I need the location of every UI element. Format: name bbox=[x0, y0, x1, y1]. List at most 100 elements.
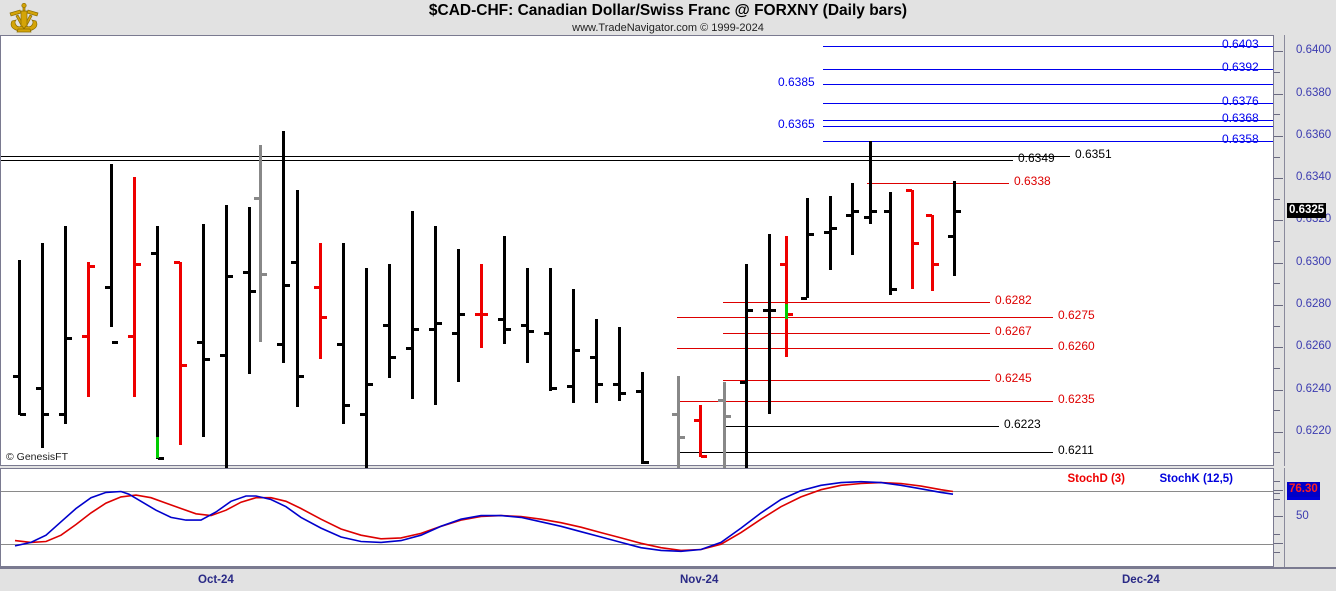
study-level-line[interactable] bbox=[677, 401, 1053, 403]
stoch-d-line bbox=[14, 481, 954, 552]
ohlc-open-tick bbox=[864, 216, 870, 220]
ohlc-close-tick bbox=[367, 383, 373, 387]
price-axis-minor-tick bbox=[1274, 198, 1280, 200]
study-level-line[interactable] bbox=[677, 316, 1053, 318]
study-level-line[interactable] bbox=[823, 103, 1273, 105]
stoch-axis-tick bbox=[1274, 552, 1280, 554]
ohlc-open-tick bbox=[59, 412, 65, 416]
stoch-axis-tick bbox=[1274, 492, 1280, 494]
study-level-line[interactable] bbox=[867, 183, 1009, 185]
ohlc-bar bbox=[296, 189, 299, 408]
stoch-value-badge: 76.30 bbox=[1287, 482, 1320, 500]
study-level-line[interactable] bbox=[1, 156, 1070, 157]
study-level-line[interactable] bbox=[823, 126, 1273, 128]
study-level-label: 0.6365 bbox=[778, 117, 815, 132]
study-level-line[interactable] bbox=[823, 46, 1273, 48]
study-level-line[interactable] bbox=[677, 348, 1053, 350]
price-axis-tick bbox=[1274, 51, 1283, 53]
ohlc-close-tick bbox=[701, 455, 707, 458]
stochastic-pane[interactable]: StochD (3) StochK (12,5) bbox=[0, 468, 1274, 567]
price-axis-minor-tick bbox=[1274, 367, 1280, 369]
price-axis-minor-tick bbox=[1274, 114, 1280, 116]
ohlc-bar bbox=[365, 267, 368, 480]
study-level-line[interactable] bbox=[823, 69, 1273, 71]
ohlc-close-tick bbox=[344, 404, 350, 408]
price-axis-tick bbox=[1274, 93, 1283, 95]
price-axis-label: 0.6400 bbox=[1296, 44, 1332, 57]
ohlc-open-tick bbox=[82, 334, 88, 338]
study-level-line[interactable] bbox=[823, 84, 1273, 86]
study-level-line[interactable] bbox=[723, 333, 990, 335]
stoch-axis-tick bbox=[1274, 489, 1283, 491]
study-level-line[interactable] bbox=[723, 379, 990, 381]
study-level-line[interactable] bbox=[823, 120, 1273, 122]
study-level-label: 0.6351 bbox=[1075, 147, 1112, 161]
price-axis-minor-tick bbox=[1274, 72, 1280, 74]
ohlc-bar bbox=[248, 206, 251, 374]
ohlc-open-tick bbox=[906, 188, 912, 192]
ohlc-bar bbox=[457, 248, 460, 383]
price-chart-pane[interactable]: © GenesisFT bbox=[0, 35, 1274, 480]
ohlc-open-tick bbox=[174, 260, 180, 264]
ohlc-close-tick bbox=[284, 283, 290, 287]
ohlc-close-tick bbox=[831, 226, 837, 230]
price-axis-tick bbox=[1274, 178, 1283, 180]
ohlc-bar bbox=[526, 267, 529, 364]
stochastic-axis[interactable]: 76.30 50 bbox=[1274, 468, 1336, 567]
ohlc-close-tick bbox=[459, 313, 465, 317]
ohlc-close-tick bbox=[20, 412, 26, 416]
price-axis[interactable]: 0.6400 0.6380 0.6360 0.6340 0.6320 0.6300 0.62… bbox=[1274, 35, 1336, 466]
ohlc-open-tick bbox=[763, 309, 769, 313]
stoch-gridline bbox=[1, 490, 1273, 492]
ohlc-bar bbox=[434, 225, 437, 406]
study-level-label: 0.6275 bbox=[1058, 307, 1095, 322]
ohlc-open-tick bbox=[277, 343, 283, 347]
ohlc-open-tick bbox=[884, 209, 890, 213]
ohlc-open-tick bbox=[636, 389, 642, 393]
study-level-label: 0.6282 bbox=[995, 292, 1032, 307]
study-level-line[interactable] bbox=[823, 141, 1273, 143]
ohlc-bar bbox=[549, 267, 552, 391]
ohlc-open-tick bbox=[672, 412, 678, 416]
price-axis-tick bbox=[1274, 135, 1283, 137]
study-level-line[interactable] bbox=[723, 301, 990, 303]
ohlc-bar bbox=[110, 164, 113, 328]
date-axis[interactable]: Oct-24 Nov-24 Dec-24 bbox=[0, 567, 1336, 591]
ohlc-bar bbox=[595, 318, 598, 404]
stoch-mid-label: 50 bbox=[1296, 510, 1309, 522]
date-axis-label: Nov-24 bbox=[680, 574, 719, 586]
study-level-line[interactable] bbox=[723, 426, 999, 428]
ohlc-close-tick bbox=[112, 340, 118, 344]
price-axis-tick bbox=[1274, 347, 1283, 349]
legend-stoch-k: StochK (12,5) bbox=[1159, 473, 1234, 485]
study-level-line[interactable] bbox=[1, 160, 1013, 162]
ohlc-open-tick bbox=[926, 214, 932, 218]
study-level-line[interactable] bbox=[677, 451, 1053, 453]
chart-subtitle: www.TradeNavigator.com © 1999-2024 bbox=[572, 22, 764, 34]
ohlc-bar bbox=[388, 263, 391, 378]
ohlc-open-tick bbox=[13, 374, 19, 378]
date-axis-label: Oct-24 bbox=[198, 574, 234, 586]
stoch-axis-tick bbox=[1274, 516, 1283, 518]
ohlc-bar bbox=[18, 259, 21, 415]
price-axis-minor-tick bbox=[1274, 283, 1280, 285]
ohlc-close-tick bbox=[482, 313, 488, 317]
ohlc-bar bbox=[202, 223, 205, 437]
ohlc-open-tick bbox=[824, 231, 830, 235]
study-level-label: 0.6385 bbox=[778, 75, 815, 90]
ohlc-bar bbox=[87, 261, 90, 397]
ohlc-open-tick bbox=[613, 383, 619, 387]
ohlc-bar bbox=[342, 242, 345, 425]
study-level-label: 0.6376 bbox=[1222, 94, 1259, 109]
ohlc-close-tick bbox=[528, 330, 534, 334]
study-level-label: 0.6358 bbox=[1222, 132, 1259, 147]
ohlc-close-tick bbox=[891, 288, 897, 292]
ohlc-bar bbox=[723, 382, 726, 478]
legend-stoch-d: StochD (3) bbox=[1067, 473, 1126, 485]
stoch-axis-tick bbox=[1274, 480, 1280, 482]
genesis-emblem-icon bbox=[4, 2, 44, 34]
ohlc-open-tick bbox=[151, 252, 157, 256]
ohlc-close-tick bbox=[298, 374, 304, 378]
ohlc-close-tick bbox=[620, 391, 626, 395]
